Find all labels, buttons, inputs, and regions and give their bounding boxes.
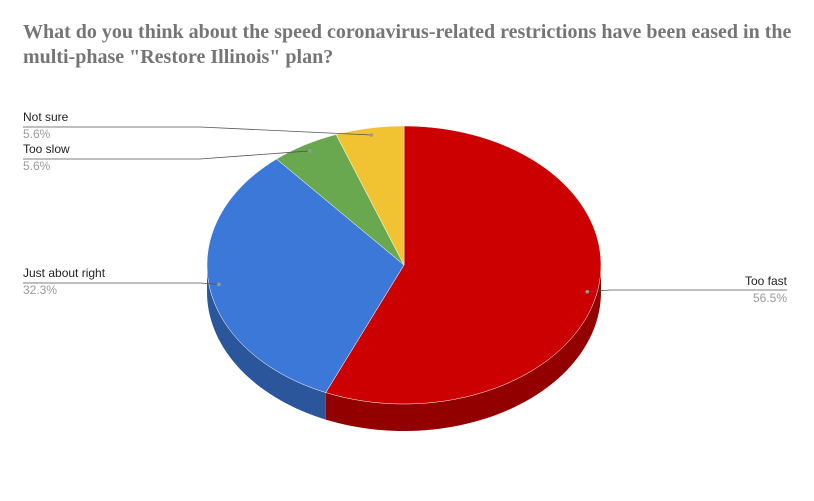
slice-label: Too fast [745,274,788,288]
leader-line [23,126,372,136]
chart-title: What do you think about the speed corona… [23,21,792,68]
slice-value-label: 56.5% [753,291,787,305]
slice-value-label: 32.3% [23,283,57,297]
slice-label: Too slow [23,142,70,156]
slice [335,125,405,266]
slice [206,158,405,393]
leader-dot [307,149,312,153]
slice-side [207,265,326,420]
slice-label: Just about right [23,266,106,280]
leader-dot [217,282,221,287]
slice-label: Not sure [23,110,69,124]
leader-dot [369,133,374,137]
leader-line [23,282,219,285]
leader-line [587,289,787,293]
slice-side [325,265,601,431]
slice [276,134,405,266]
slice-value-label: 5.6% [23,159,51,173]
slice [325,125,602,405]
slice-value-label: 5.6% [23,127,51,141]
leader-line [23,150,310,160]
leader-dot [585,289,590,294]
